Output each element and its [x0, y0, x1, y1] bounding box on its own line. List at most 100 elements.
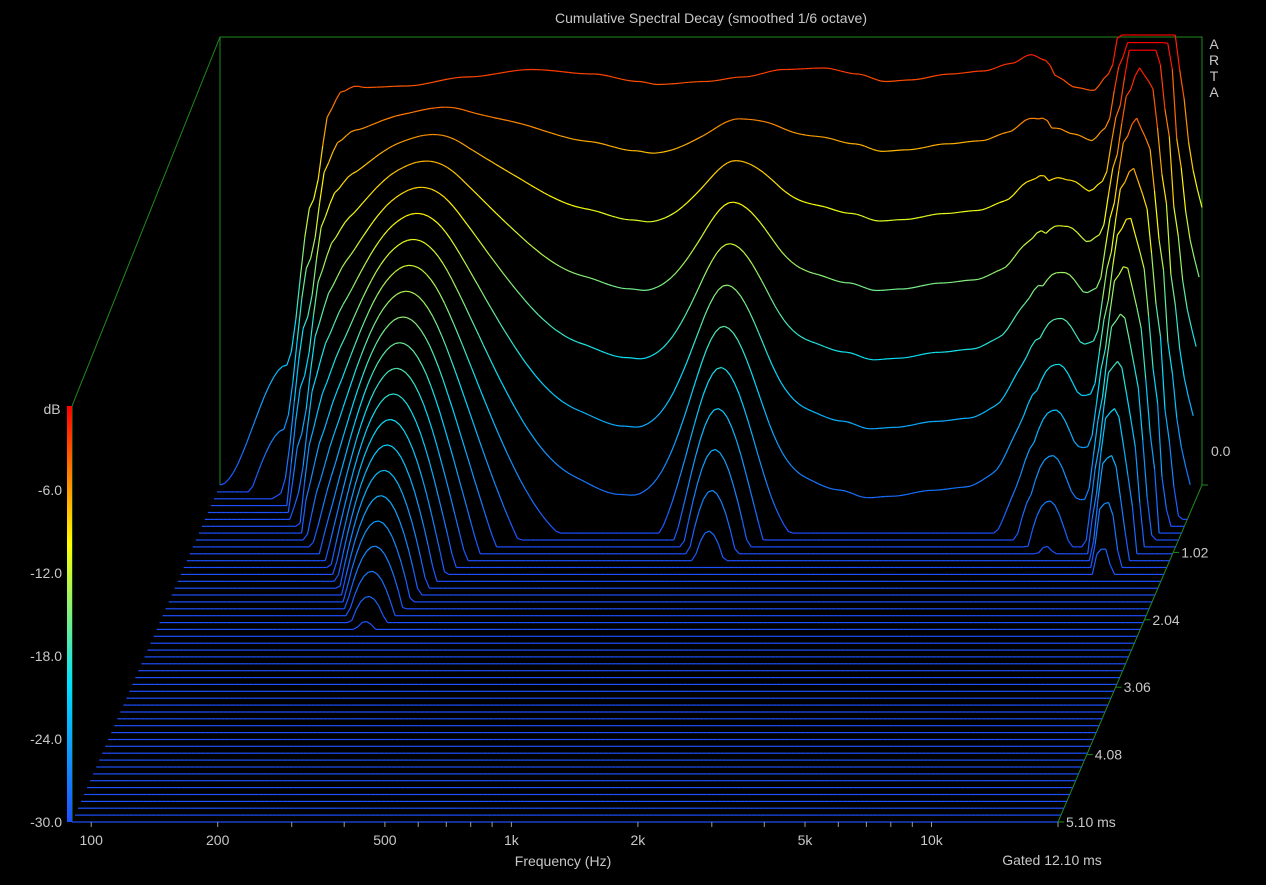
- slice-segment: [355, 424, 362, 440]
- slice-segment: [320, 215, 327, 228]
- slice-segment: [1100, 348, 1107, 370]
- slice-segment: [317, 269, 324, 283]
- slice-segment: [390, 271, 396, 277]
- slice-segment: [932, 213, 938, 216]
- slice-segment: [1081, 539, 1087, 548]
- slice-segment: [801, 336, 807, 341]
- slice-segment: [813, 480, 819, 485]
- decay-slice: [174, 469, 1158, 589]
- slice-segment: [481, 155, 487, 160]
- slice-segment: [475, 378, 481, 390]
- slice-segment: [778, 516, 785, 525]
- slice-segment: [338, 182, 344, 189]
- slice-segment: [1053, 455, 1059, 460]
- slice-segment: [429, 81, 435, 84]
- slice-segment: [773, 69, 779, 72]
- slice-segment: [1109, 90, 1115, 119]
- slice-segment: [469, 186, 475, 193]
- slice-segment: [913, 148, 918, 150]
- slice-segment: [617, 286, 622, 289]
- slice-segment: [1018, 56, 1024, 61]
- slice-segment: [901, 425, 907, 428]
- slice-segment: [375, 402, 381, 410]
- slice-segment: [783, 128, 789, 132]
- slice-segment: [339, 222, 346, 230]
- slice-segment: [679, 540, 685, 548]
- slice-segment: [1008, 194, 1014, 200]
- slice-segment: [476, 434, 483, 448]
- slice-segment: [1171, 69, 1178, 139]
- slice-segment: [1045, 366, 1051, 372]
- slice-segment: [436, 222, 443, 228]
- slice-segment: [382, 522, 389, 529]
- slice-segment: [313, 282, 319, 315]
- slice-segment: [508, 171, 514, 176]
- slice-segment: [386, 418, 391, 421]
- slice-segment: [856, 424, 862, 428]
- slice-segment: [439, 193, 445, 198]
- slice-segment: [761, 120, 767, 123]
- slice-segment: [702, 267, 709, 278]
- slice-segment: [356, 270, 362, 280]
- slice-segment: [615, 216, 621, 219]
- slice-segment: [648, 82, 654, 85]
- slice-segment: [404, 189, 410, 193]
- slice-segment: [585, 481, 591, 486]
- slice-segment: [322, 255, 328, 270]
- slice-segment: [370, 474, 377, 482]
- slice-segment: [719, 204, 725, 210]
- slice-segment: [1118, 56, 1124, 67]
- slice-segment: [609, 145, 615, 148]
- slice-segment: [1124, 531, 1131, 561]
- slice-segment: [733, 201, 738, 204]
- slice-segment: [411, 319, 417, 325]
- slice-segment: [327, 402, 334, 417]
- slice-segment: [1006, 497, 1013, 509]
- slice-segment: [1113, 408, 1120, 418]
- slice-segment: [718, 165, 724, 171]
- slice-segment: [570, 204, 576, 208]
- slice-segment: [716, 247, 722, 254]
- slice-segment: [1122, 445, 1129, 476]
- slice-segment: [841, 141, 847, 144]
- slice-segment: [493, 260, 499, 268]
- slice-segment: [512, 528, 518, 539]
- slice-segment: [505, 390, 511, 399]
- slice-segment: [623, 148, 628, 151]
- slice-segment: [513, 406, 520, 415]
- slice-segment: [1104, 117, 1111, 129]
- slice-segment: [425, 82, 430, 85]
- slice-segment: [482, 200, 489, 206]
- slice-segment: [695, 540, 702, 554]
- slice-segment: [581, 275, 587, 278]
- slice-segment: [783, 524, 789, 532]
- slice-segment: [1015, 308, 1022, 316]
- slice-segment: [813, 272, 819, 276]
- slice-segment: [441, 226, 447, 233]
- slice-segment: [1063, 367, 1069, 375]
- slice-segment: [752, 119, 758, 121]
- slice-segment: [388, 319, 395, 325]
- slice-segment: [570, 406, 576, 410]
- slice-segment: [352, 170, 358, 175]
- slice-segment: [609, 353, 615, 357]
- slice-segment: [780, 382, 786, 390]
- slice-segment: [752, 264, 758, 273]
- slice-segment: [1095, 277, 1102, 289]
- slice-segment: [1168, 136, 1175, 207]
- slice-segment: [1128, 167, 1135, 173]
- slice-segment: [660, 217, 666, 221]
- slice-segment: [587, 345, 593, 348]
- slice-segment: [668, 212, 675, 217]
- slice-segment: [310, 336, 316, 371]
- slice-segment: [1116, 34, 1123, 39]
- slice-segment: [1067, 225, 1073, 229]
- slice-segment: [318, 535, 325, 554]
- slice-segment: [399, 191, 405, 196]
- slice-segment: [274, 430, 280, 437]
- slice-segment: [710, 214, 716, 222]
- slice-segment: [332, 560, 338, 575]
- slice-segment: [471, 111, 477, 114]
- slice-segment: [643, 81, 649, 84]
- slice-segment: [544, 192, 550, 196]
